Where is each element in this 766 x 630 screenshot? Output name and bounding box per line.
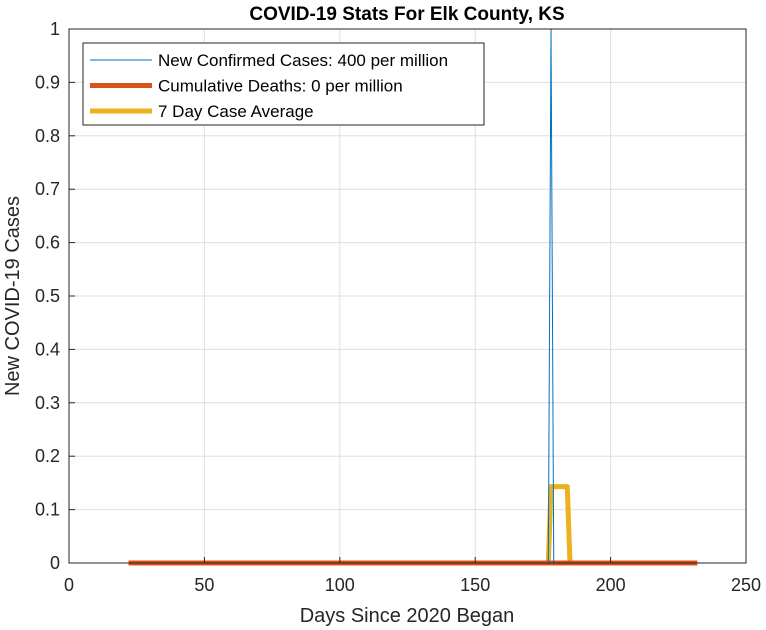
legend-label-0: New Confirmed Cases: 400 per million	[158, 51, 448, 70]
x-tick-label: 100	[325, 575, 355, 595]
y-tick-label: 0.2	[35, 446, 60, 466]
ticks: 0 50 100 150 200 250 0 0.1 0.2 0.3 0.4 0.5 0.6 0.7 0.8…	[35, 19, 761, 595]
x-tick-label: 250	[731, 575, 761, 595]
y-tick-label: 0.1	[35, 500, 60, 520]
y-tick-label: 0.9	[35, 72, 60, 92]
y-tick-label: 1	[50, 19, 60, 39]
legend-label-1: Cumulative Deaths: 0 per million	[158, 77, 403, 96]
x-tick-label: 0	[64, 575, 74, 595]
chart-title: COVID-19 Stats For Elk County, KS	[249, 4, 564, 25]
legend-label-2: 7 Day Case Average	[158, 102, 314, 121]
y-tick-label: 0.6	[35, 233, 60, 253]
y-tick-label: 0.3	[35, 393, 60, 413]
x-axis-label: Days Since 2020 Began	[300, 605, 515, 627]
y-tick-label: 0.4	[35, 339, 60, 359]
y-tick-label: 0.7	[35, 179, 60, 199]
y-tick-label: 0.8	[35, 126, 60, 146]
x-tick-label: 200	[596, 575, 626, 595]
x-tick-label: 50	[194, 575, 214, 595]
x-tick-label: 150	[460, 575, 490, 595]
y-tick-label: 0.5	[35, 286, 60, 306]
y-axis-label: New COVID-19 Cases	[2, 196, 24, 396]
legend: New Confirmed Cases: 400 per million Cumu…	[82, 42, 485, 126]
y-tick-label: 0	[50, 553, 60, 573]
